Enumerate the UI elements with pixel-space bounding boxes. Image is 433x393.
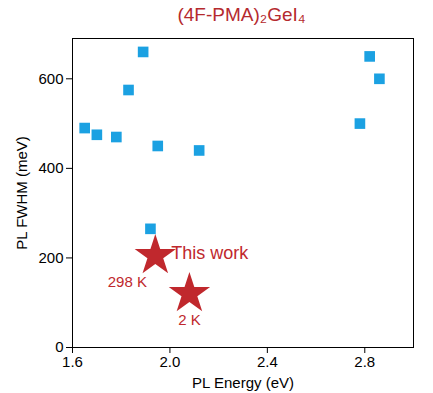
svg-text:600: 600 bbox=[38, 70, 63, 87]
svg-text:200: 200 bbox=[38, 249, 63, 266]
svg-text:PL Energy (eV): PL Energy (eV) bbox=[192, 374, 294, 391]
svg-text:298 K: 298 K bbox=[108, 272, 147, 289]
svg-text:2 K: 2 K bbox=[178, 311, 201, 328]
svg-text:1.6: 1.6 bbox=[62, 353, 83, 370]
svg-text:2.0: 2.0 bbox=[159, 353, 180, 370]
svg-text:PL FWHM (meV): PL FWHM (meV) bbox=[13, 136, 30, 250]
html-text:(4F-PMA)₂GeI₄: (4F-PMA)₂GeI₄ bbox=[177, 4, 306, 25]
svg-text:This work: This work bbox=[171, 243, 249, 263]
svg-text:2.4: 2.4 bbox=[257, 353, 278, 370]
svg-text:0: 0 bbox=[55, 338, 64, 356]
svg-text:2.8: 2.8 bbox=[354, 353, 375, 370]
svg-text:400: 400 bbox=[38, 159, 63, 176]
